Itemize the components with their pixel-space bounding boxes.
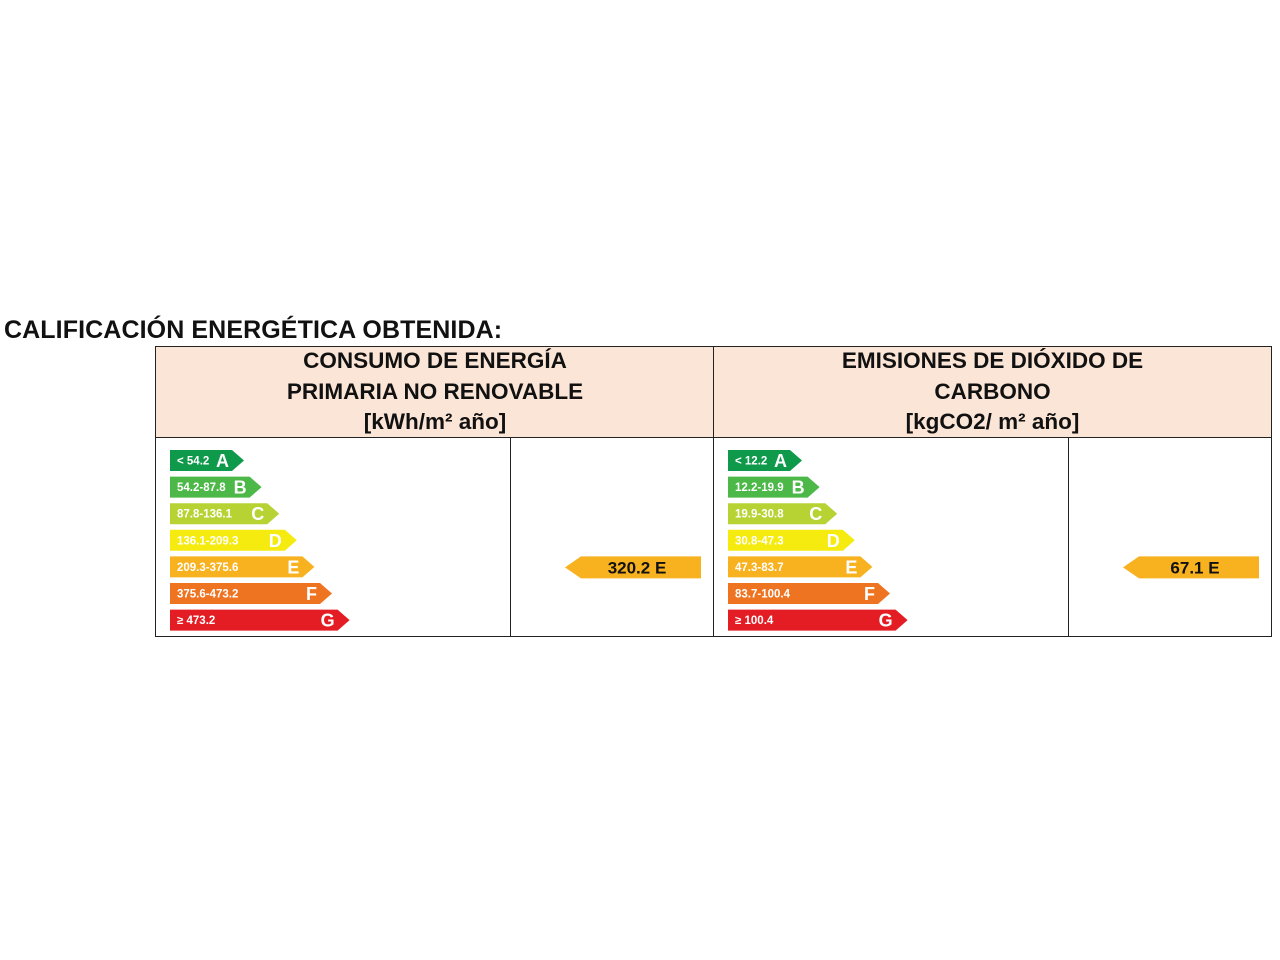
band-arrow-f bbox=[170, 583, 332, 604]
band-range-e: 47.3-83.7 bbox=[735, 562, 784, 574]
band-f: 83.7-100.4 F bbox=[728, 583, 890, 604]
band-letter-g: G bbox=[321, 611, 335, 631]
band-arrow-e bbox=[170, 556, 315, 578]
energy-scale-cell: < 54.2 A 54.2-87.8 B 87.8-136.1 C 136.1-209.3 D… bbox=[155, 437, 512, 637]
energy-header: CONSUMO DE ENERGÍA PRIMARIA NO RENOVABLE… bbox=[155, 346, 715, 438]
band-a: < 12.2 A bbox=[728, 450, 802, 471]
result-indicator: 67.1 E bbox=[1123, 556, 1259, 579]
band-arrow-a bbox=[728, 450, 802, 471]
band-b: 54.2-87.8 B bbox=[170, 476, 262, 498]
band-letter-b: B bbox=[792, 478, 805, 498]
band-c: 87.8-136.1 C bbox=[170, 503, 280, 525]
band-range-g: ≥ 100.4 bbox=[735, 615, 774, 627]
band-g: ≥ 473.2 G bbox=[170, 609, 350, 631]
page-title: CALIFICACIÓN ENERGÉTICA OBTENIDA: bbox=[4, 316, 503, 344]
band-d: 136.1-209.3 D bbox=[170, 529, 297, 551]
band-arrow-c bbox=[170, 503, 280, 525]
band-letter-e: E bbox=[287, 557, 299, 577]
band-letter-f: F bbox=[864, 584, 875, 604]
band-arrow-g bbox=[728, 609, 908, 631]
band-arrow-e bbox=[728, 556, 873, 578]
band-arrow-a bbox=[170, 450, 244, 471]
band-letter-a: A bbox=[216, 451, 229, 471]
band-letter-c: C bbox=[251, 504, 264, 524]
result-arrow bbox=[1123, 556, 1259, 579]
band-e: 47.3-83.7 E bbox=[728, 556, 873, 578]
band-range-c: 87.8-136.1 bbox=[177, 509, 233, 521]
energy-scale: < 54.2 A 54.2-87.8 B87.8-136.1 C 136.1-209.3 D… bbox=[170, 450, 350, 631]
emissions-result: 67.1 E bbox=[1123, 556, 1259, 579]
band-range-f: 375.6-473.2 bbox=[177, 589, 238, 601]
band-f: 375.6-473.2 F bbox=[170, 583, 332, 604]
energy-header-line-1: CONSUMO DE ENERGÍA bbox=[303, 348, 567, 374]
band-range-d: 136.1-209.3 bbox=[177, 535, 238, 547]
energy-result: 320.2 E bbox=[565, 556, 701, 579]
band-arrow-g bbox=[170, 609, 350, 631]
result-label: 320.2 E bbox=[608, 558, 667, 577]
emissions-scale: < 12.2 A 12.2-19.9 B 19.9-30.8 C 30.8-47.3 D 47.… bbox=[728, 450, 908, 631]
emissions-scale-cell: < 12.2 A 12.2-19.9 B 19.9-30.8 C 30.8-47.3 D 47.… bbox=[713, 437, 1070, 637]
band-letter-f: F bbox=[306, 584, 317, 604]
band-range-c: 19.9-30.8 bbox=[735, 509, 784, 521]
band-letter-c: C bbox=[809, 504, 822, 524]
band-letter-g: G bbox=[879, 611, 893, 631]
emissions-header-line-1: EMISIONES DE DIÓXIDO DE bbox=[841, 348, 1144, 374]
result-arrow bbox=[565, 556, 701, 579]
band-arrow-f bbox=[728, 583, 890, 604]
band-c: 19.9-30.8 C bbox=[728, 503, 838, 525]
band-arrow-d bbox=[170, 529, 297, 551]
band-range-f: 83.7-100.4 bbox=[735, 589, 791, 601]
band-range-b: 12.2-19.9 bbox=[735, 482, 784, 494]
band-g: ≥ 100.4 G bbox=[728, 609, 908, 631]
emissions-header-units: [kgCO2/ m² año] bbox=[905, 409, 1080, 435]
energy-header-units: [kWh/m² año] bbox=[363, 409, 507, 435]
band-arrow-c bbox=[728, 503, 838, 525]
band-letter-a: A bbox=[774, 451, 787, 471]
band-letter-e: E bbox=[845, 557, 857, 577]
emissions-header-line-2: CARBONO bbox=[934, 378, 1051, 404]
energy-result-cell: 320.2 E bbox=[510, 437, 715, 637]
result-label: 67.1 E bbox=[1170, 558, 1219, 577]
band-range-e: 209.3-375.6 bbox=[177, 562, 238, 574]
band-range-a: < 54.2 bbox=[177, 456, 209, 468]
band-range-b: 54.2-87.8 bbox=[177, 482, 226, 494]
band-range-a: < 12.2 bbox=[735, 456, 767, 468]
rating-table: CONSUMO DE ENERGÍA PRIMARIA NO RENOVABLE… bbox=[155, 346, 1272, 637]
band-range-g: ≥ 473.2 bbox=[177, 615, 215, 627]
result-indicator: 320.2 E bbox=[565, 556, 701, 579]
energy-header-line-2: PRIMARIA NO RENOVABLE bbox=[286, 378, 584, 404]
band-arrow-b bbox=[728, 476, 820, 498]
band-letter-d: D bbox=[827, 531, 840, 551]
band-range-d: 30.8-47.3 bbox=[735, 535, 784, 547]
band-e: 209.3-375.6 E bbox=[170, 556, 315, 578]
band-arrow-d bbox=[728, 529, 855, 551]
band-arrow-b bbox=[170, 476, 262, 498]
band-b: 12.2-19.9 B bbox=[728, 476, 820, 498]
emissions-header: EMISIONES DE DIÓXIDO DE CARBONO [kgCO2/ … bbox=[713, 346, 1272, 438]
emissions-result-cell: 67.1 E bbox=[1068, 437, 1272, 637]
band-d: 30.8-47.3 D bbox=[728, 529, 855, 551]
band-letter-b: B bbox=[234, 478, 247, 498]
band-a: < 54.2 A bbox=[170, 450, 244, 471]
band-letter-d: D bbox=[269, 531, 282, 551]
